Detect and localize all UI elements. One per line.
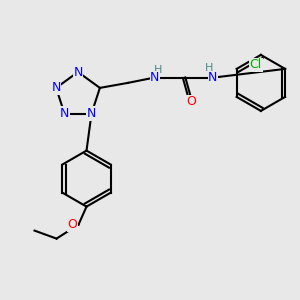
Text: H: H [154, 65, 162, 75]
Text: H: H [205, 63, 213, 73]
Text: N: N [60, 107, 69, 120]
Text: N: N [208, 71, 218, 84]
Text: Cl: Cl [250, 58, 262, 71]
Text: N: N [51, 81, 61, 94]
Text: N: N [87, 107, 96, 120]
Text: N: N [73, 65, 83, 79]
Text: O: O [68, 218, 77, 231]
Text: O: O [186, 95, 196, 108]
Text: N: N [150, 71, 160, 84]
